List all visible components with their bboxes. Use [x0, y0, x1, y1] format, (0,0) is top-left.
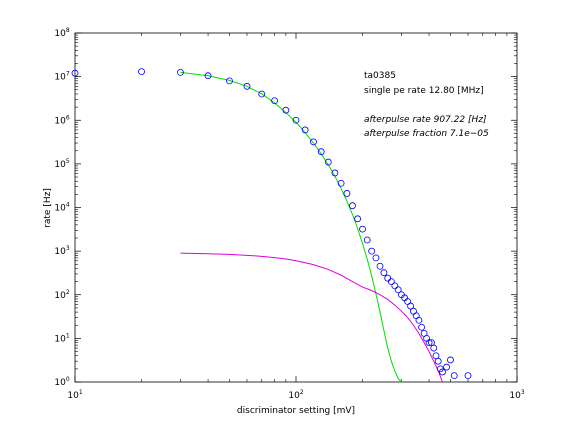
series-layer	[71, 68, 472, 383]
data-point	[271, 97, 278, 105]
y-tick-label: 108	[54, 27, 69, 39]
data-point	[331, 169, 339, 177]
data-point	[443, 363, 450, 371]
axis-ticks	[74, 32, 518, 383]
annotation-0: ta0385	[364, 71, 396, 81]
data-point	[450, 372, 458, 380]
data-point	[226, 77, 233, 85]
data-point	[376, 262, 384, 270]
data-point	[138, 68, 145, 76]
data-point	[368, 247, 376, 255]
x-tick-label: 102	[288, 389, 303, 401]
data-point	[394, 286, 402, 294]
data-point	[415, 316, 423, 324]
data-point	[430, 344, 438, 352]
series-line-2	[180, 252, 443, 383]
data-point	[282, 106, 290, 114]
y-tick-label: 107	[54, 71, 69, 83]
data-point	[354, 215, 362, 223]
annotation-3: afterpulse fraction 7.1e−05	[364, 129, 489, 139]
data-point	[380, 269, 388, 277]
y-tick-label: 100	[54, 376, 69, 388]
data-point	[425, 339, 433, 347]
data-point	[387, 278, 395, 286]
data-point	[324, 158, 332, 166]
y-tick-label: 104	[54, 202, 69, 214]
data-point	[439, 368, 446, 376]
y-axis-label: rate [Hz]	[43, 188, 53, 228]
annotation-2: afterpulse rate 907.22 [Hz]	[364, 115, 487, 125]
data-point	[359, 225, 366, 233]
data-point	[418, 323, 425, 331]
annotation-1: single pe rate 12.80 [MHz]	[364, 86, 484, 96]
x-tick-label: 101	[67, 389, 82, 401]
data-point	[447, 356, 454, 364]
data-point	[384, 274, 392, 282]
data-point	[177, 69, 184, 76]
data-point	[301, 126, 309, 134]
data-point	[372, 254, 380, 262]
data-point	[349, 202, 356, 210]
data-point	[243, 82, 251, 90]
data-point	[337, 179, 345, 187]
y-tick-label: 105	[54, 158, 69, 170]
data-point	[204, 72, 212, 80]
y-tick-label: 101	[54, 332, 69, 344]
x-axis-label: discriminator setting [mV]	[237, 406, 355, 416]
annotations: ta0385 single pe rate 12.80 [MHz] afterpul…	[364, 71, 489, 139]
data-point	[464, 372, 472, 380]
y-tick-label: 103	[54, 245, 69, 257]
data-point	[407, 302, 414, 310]
data-point	[258, 90, 266, 98]
data-point	[317, 148, 325, 156]
x-tick-label: 103	[509, 389, 524, 401]
y-tick-label: 102	[54, 289, 69, 301]
data-point	[434, 357, 442, 365]
data-point	[391, 282, 399, 290]
y-tick-label: 106	[54, 114, 69, 126]
data-point	[343, 190, 351, 197]
data-point	[71, 69, 79, 77]
data-point	[292, 116, 300, 124]
data-point	[310, 138, 317, 146]
data-point	[363, 236, 371, 244]
